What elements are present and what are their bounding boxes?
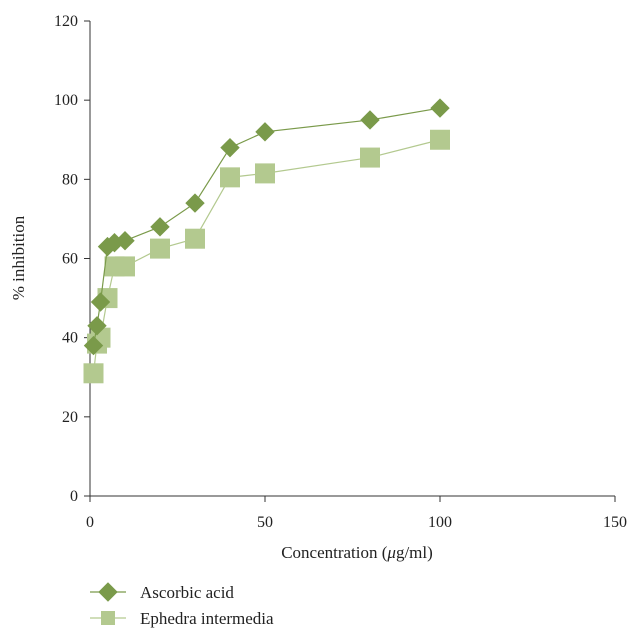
series-layer [83, 98, 450, 384]
data-point [115, 256, 135, 277]
x-axis-title-mu: μ [386, 543, 396, 562]
y-tick-label: 20 [62, 409, 78, 426]
data-point [360, 110, 380, 130]
data-point [255, 163, 275, 184]
x-axis: 0 50 100 150 [86, 495, 627, 531]
x-axis-title-suffix: g/ml) [396, 543, 433, 562]
data-point [150, 238, 170, 259]
data-point [115, 230, 135, 251]
data-point [185, 193, 205, 213]
x-axis-title-prefix: Concentration ( [281, 543, 388, 562]
data-point [87, 316, 107, 336]
data-point [430, 98, 450, 118]
data-point [255, 122, 275, 142]
x-tick-label: 50 [257, 514, 273, 531]
y-tick-label: 80 [62, 171, 78, 188]
legend-marker [98, 582, 118, 602]
y-axis-title: % inhibition [9, 215, 28, 300]
data-point [150, 217, 170, 237]
x-tick-label: 150 [603, 514, 627, 531]
y-tick-label: 60 [62, 251, 78, 268]
legend: Ascorbic acid Ephedra intermedia [90, 582, 274, 628]
data-point [220, 137, 240, 158]
x-axis-title: Concentration (μg/ml) [281, 543, 433, 562]
data-point [360, 147, 380, 168]
legend-label: Ephedra intermedia [140, 609, 274, 628]
series-1 [83, 129, 450, 384]
x-tick-label: 100 [428, 514, 452, 531]
y-tick-label: 0 [70, 488, 78, 505]
data-point [220, 167, 240, 188]
y-tick-label: 120 [54, 13, 78, 30]
data-point [430, 129, 450, 150]
series-0 [83, 98, 450, 356]
legend-label: Ascorbic acid [140, 583, 234, 602]
legend-marker [101, 611, 115, 625]
data-point [185, 228, 205, 249]
data-point [83, 363, 104, 384]
y-tick-label: 40 [62, 330, 78, 347]
series-line [92, 107, 441, 346]
data-point [90, 292, 111, 312]
y-axis: 0 20 40 60 80 100 120 [54, 13, 91, 505]
legend-item: Ascorbic acid [90, 582, 234, 602]
x-tick-label: 0 [86, 514, 94, 531]
legend-item: Ephedra intermedia [90, 609, 274, 628]
data-point [83, 335, 104, 356]
y-tick-label: 100 [54, 92, 78, 109]
